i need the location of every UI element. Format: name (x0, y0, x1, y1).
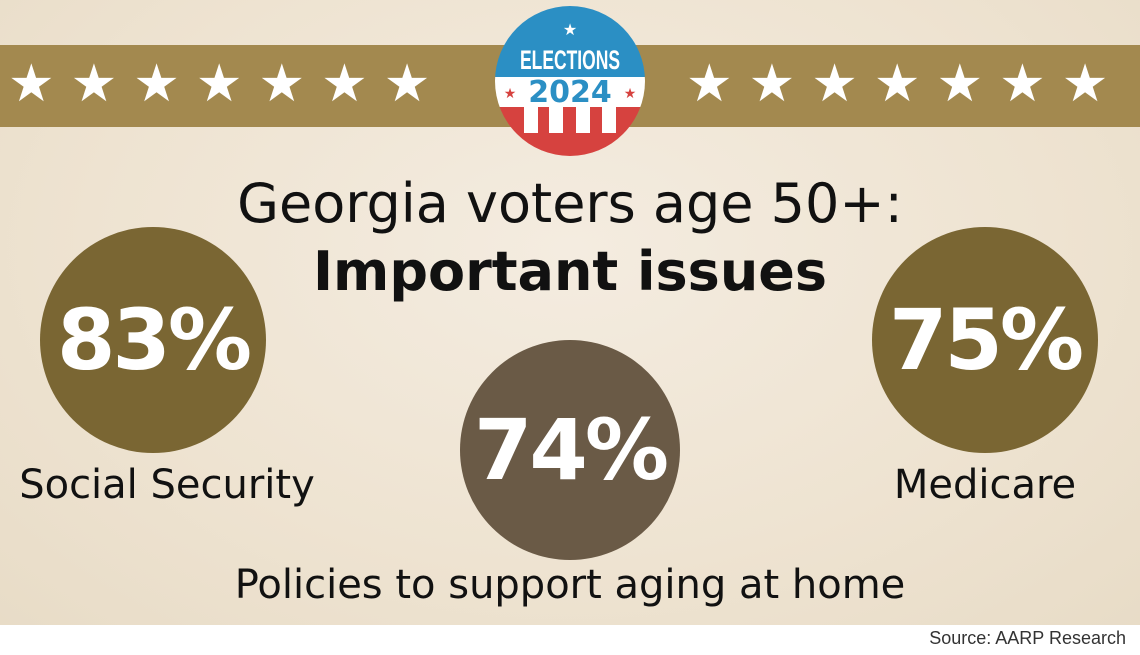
logo-line1: ELECTIONS (520, 45, 620, 75)
social-security-label: Social Security (19, 462, 315, 508)
medicare-label: Medicare (893, 462, 1077, 508)
title-line2: Important issues (312, 240, 828, 303)
svg-text:★: ★ (624, 86, 637, 102)
medicare-percent-circle: 75% (872, 227, 1098, 453)
social-security-percent-circle: 83% (40, 227, 266, 453)
source-note: Source: AARP Research (929, 628, 1126, 648)
stars-left-icon: ★★★★★★★ (8, 54, 447, 114)
stars-right-icon: ★★★★★★★ (686, 54, 1125, 114)
svg-text:★: ★ (504, 86, 517, 102)
aging-at-home-label: Policies to support aging at home (234, 562, 906, 608)
elections-2024-logo: ★ ELECTIONS 2024 ★ ★ (495, 6, 645, 156)
svg-text:★: ★ (563, 20, 577, 39)
aging-at-home-percent-circle: 74% (460, 340, 680, 560)
title-line1: Georgia voters age 50+: (237, 172, 903, 235)
logo-line2: 2024 (528, 75, 612, 110)
